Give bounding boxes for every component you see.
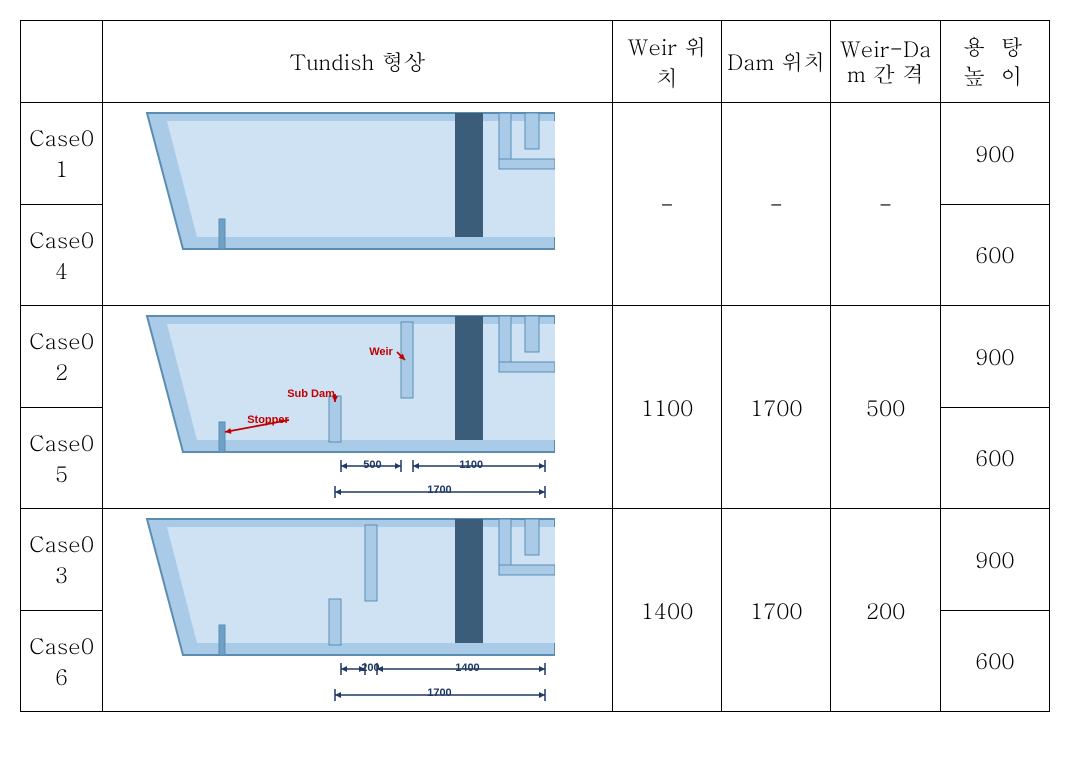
tundish-svg-2	[107, 310, 555, 504]
height-value: 600	[940, 407, 1049, 509]
tundish-svg-3	[107, 513, 555, 707]
case-label: Case0 3	[21, 509, 103, 611]
diagram-cell-1	[103, 103, 613, 306]
tundish-svg-1	[107, 107, 555, 301]
case-label: Case0 6	[21, 610, 103, 712]
dim-gap-label: 500	[363, 459, 381, 471]
case-label: Case0 4	[21, 204, 103, 306]
dim-dam-label: 1700	[427, 687, 451, 699]
gap-value: -	[831, 103, 940, 306]
case-label: Case0 2	[21, 306, 103, 408]
case-label: Case0 5	[21, 407, 103, 509]
header-dam-pos: Dam 위치	[722, 21, 831, 103]
height-value: 600	[940, 610, 1049, 712]
weir-value: 1400	[612, 509, 721, 712]
header-empty	[21, 21, 103, 103]
tundish-table: Tundish 형상 Weir 위치 Dam 위치 Weir-Da m 간 격 …	[20, 20, 1050, 712]
gap-value: 200	[831, 509, 940, 712]
annot-weir: Weir	[369, 346, 393, 358]
header-shape: Tundish 형상	[103, 21, 613, 103]
weir-value: 1100	[612, 306, 721, 509]
annot-subdam: Sub Dam	[287, 388, 335, 400]
header-gap: Weir-Da m 간 격	[831, 21, 940, 103]
annot-stopper: Stopper	[247, 414, 289, 426]
height-value: 900	[940, 103, 1049, 205]
diagram-cell-2: Weir Sub Dam Stopper 500 1100 1700	[103, 306, 613, 509]
table-row: Case0 3	[21, 509, 1050, 611]
dam-value: -	[722, 103, 831, 306]
height-value: 900	[940, 306, 1049, 408]
dim-weir-label: 1100	[459, 459, 483, 471]
header-height: 용 탕 높 이	[940, 21, 1049, 103]
dam-value: 1700	[722, 509, 831, 712]
dim-gap-label: 200	[361, 662, 379, 674]
header-row: Tundish 형상 Weir 위치 Dam 위치 Weir-Da m 간 격 …	[21, 21, 1050, 103]
dim-weir-label: 1400	[455, 662, 479, 674]
table-row: Case0 1 - - - 900	[21, 103, 1050, 205]
height-value: 600	[940, 204, 1049, 306]
weir-value: -	[612, 103, 721, 306]
dam-value: 1700	[722, 306, 831, 509]
table-row: Case0 2	[21, 306, 1050, 408]
height-value: 900	[940, 509, 1049, 611]
diagram-cell-3: 200 1400 1700	[103, 509, 613, 712]
case-label: Case0 1	[21, 103, 103, 205]
gap-value: 500	[831, 306, 940, 509]
header-weir-pos: Weir 위치	[612, 21, 721, 103]
tundish-diagram-2: Weir Sub Dam Stopper 500 1100 1700	[107, 310, 608, 504]
tundish-diagram-1	[107, 107, 608, 301]
dim-dam-label: 1700	[427, 484, 451, 496]
tundish-diagram-3: 200 1400 1700	[107, 513, 608, 707]
